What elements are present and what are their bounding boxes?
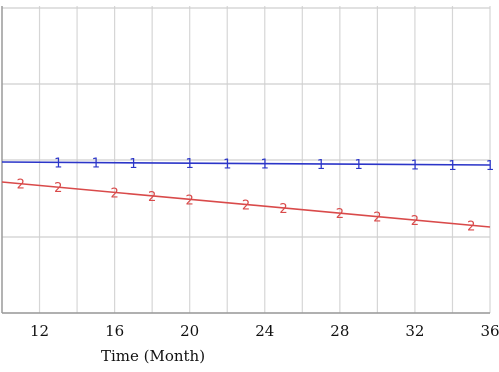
series-marker-2: 2 [17,178,25,193]
series-marker-1: 1 [354,158,362,173]
x-axis-ticks: 12 16 20 24 28 32 36 [30,322,499,340]
series-marker-1: 1 [486,159,494,174]
series-marker-1: 1 [129,157,137,172]
series-marker-2: 2 [54,181,62,196]
series-marker-1: 1 [261,158,269,173]
x-axis-title: Time (Month) [101,347,205,365]
series-marker-1: 1 [448,159,456,174]
x-tick-label: 16 [105,322,124,340]
x-tick-label: 32 [405,322,424,340]
series-marker-2: 2 [467,219,475,234]
series-marker-1: 1 [317,158,325,173]
series-marker-1: 1 [411,159,419,174]
x-tick-label: 36 [480,322,499,340]
x-tick-label: 28 [330,322,349,340]
series-marker-2: 2 [411,214,419,229]
series-marker-2: 2 [279,202,287,217]
series-marker-2: 2 [148,190,156,205]
x-tick-label: 24 [255,322,274,340]
chart-series: 1 1 1 1 1 1 1 1 1 1 12 2 2 2 2 2 2 2 2 2 2 [1,156,494,234]
series-marker-1: 1 [186,157,194,172]
chart-grid [1,6,491,314]
series-marker-2: 2 [242,199,250,214]
x-tick-label: 12 [30,322,49,340]
series-marker-1: 1 [92,157,100,172]
series-marker-1: 1 [54,156,62,171]
x-tick-label: 20 [180,322,199,340]
series-line-2 [1,181,491,228]
series-marker-2: 2 [110,186,118,201]
series-marker-2: 2 [373,211,381,226]
series-line-1 [1,161,491,166]
series-marker-2: 2 [186,193,194,208]
series-marker-1: 1 [223,157,231,172]
series-marker-2: 2 [336,207,344,222]
